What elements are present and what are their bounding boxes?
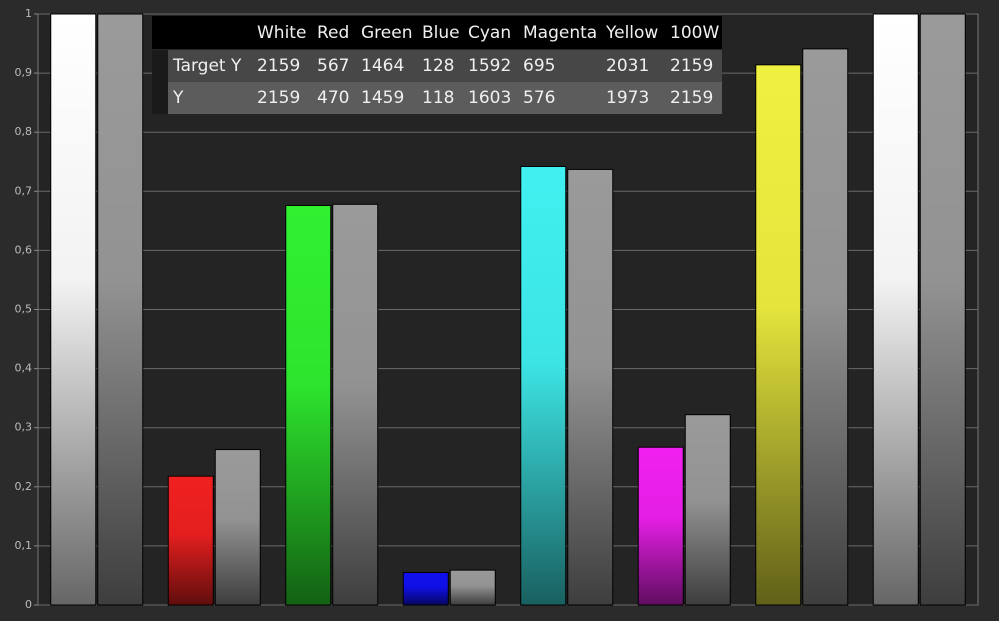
bar-shade (168, 476, 214, 605)
table-header-bg (152, 16, 722, 49)
table-header-cell: Red (317, 23, 349, 43)
bar-shade (520, 166, 566, 605)
y-tick-label: 0,9 (15, 66, 33, 79)
bar-shade (755, 64, 801, 606)
y-tick-label: 0 (25, 598, 32, 611)
bar-shade (215, 449, 261, 605)
table-cell: 128 (422, 56, 454, 76)
table-cell: 695 (523, 56, 555, 76)
table-header-cell: Cyan (468, 23, 511, 43)
table-cell: 1592 (468, 56, 511, 76)
y-tick-label: 0,1 (15, 539, 33, 552)
table-cell: 576 (523, 88, 555, 108)
bar-shade (332, 204, 378, 605)
table-cell: 2159 (670, 88, 713, 108)
y-tick-label: 0,2 (15, 480, 33, 493)
bar-shade (638, 447, 684, 605)
table-cell: 470 (317, 88, 349, 108)
table-cell: 1459 (361, 88, 404, 108)
table-header-cell: Blue (422, 23, 460, 43)
table-row-bg (152, 50, 168, 82)
table-cell: 567 (317, 56, 349, 76)
table-cell: 1603 (468, 88, 511, 108)
bar-shade (403, 572, 449, 605)
bar-shade (873, 14, 919, 605)
y-tick-label: 0,8 (15, 125, 33, 138)
bar-shade (450, 570, 496, 605)
table-cell: 2159 (257, 88, 300, 108)
bar-shade (920, 14, 966, 605)
table-header-cell: White (257, 23, 306, 43)
y-tick-label: 0,6 (15, 243, 33, 256)
bar-shade (802, 48, 848, 605)
y-tick-label: 0,3 (15, 421, 33, 434)
table-cell: 1973 (606, 88, 649, 108)
table-header-cell: Green (361, 23, 412, 43)
bar-shade (97, 14, 143, 605)
bar-shade (567, 169, 613, 606)
table-cell: 2159 (257, 56, 300, 76)
table-row-label: Target Y (172, 56, 242, 76)
table-row-bg (168, 50, 722, 82)
y-tick-label: 1 (25, 7, 32, 20)
table-row-bg (152, 82, 168, 114)
table-header-cell: Yellow (605, 23, 658, 43)
bar-shade (50, 14, 96, 605)
table-row-bg (168, 82, 722, 114)
table-cell: 118 (422, 88, 454, 108)
y-tick-label: 0,4 (15, 362, 33, 375)
table-cell: 2159 (670, 56, 713, 76)
table-cell: 2031 (606, 56, 649, 76)
y-tick-label: 0,7 (15, 184, 33, 197)
bar-shade (285, 205, 331, 605)
table-cell: 1464 (361, 56, 404, 76)
table-header-cell: 100W (670, 23, 719, 43)
table-header-cell: Magenta (523, 23, 597, 43)
bar-shade (685, 414, 731, 605)
table-row-label: Y (172, 88, 184, 108)
y-tick-label: 0,5 (15, 303, 33, 316)
